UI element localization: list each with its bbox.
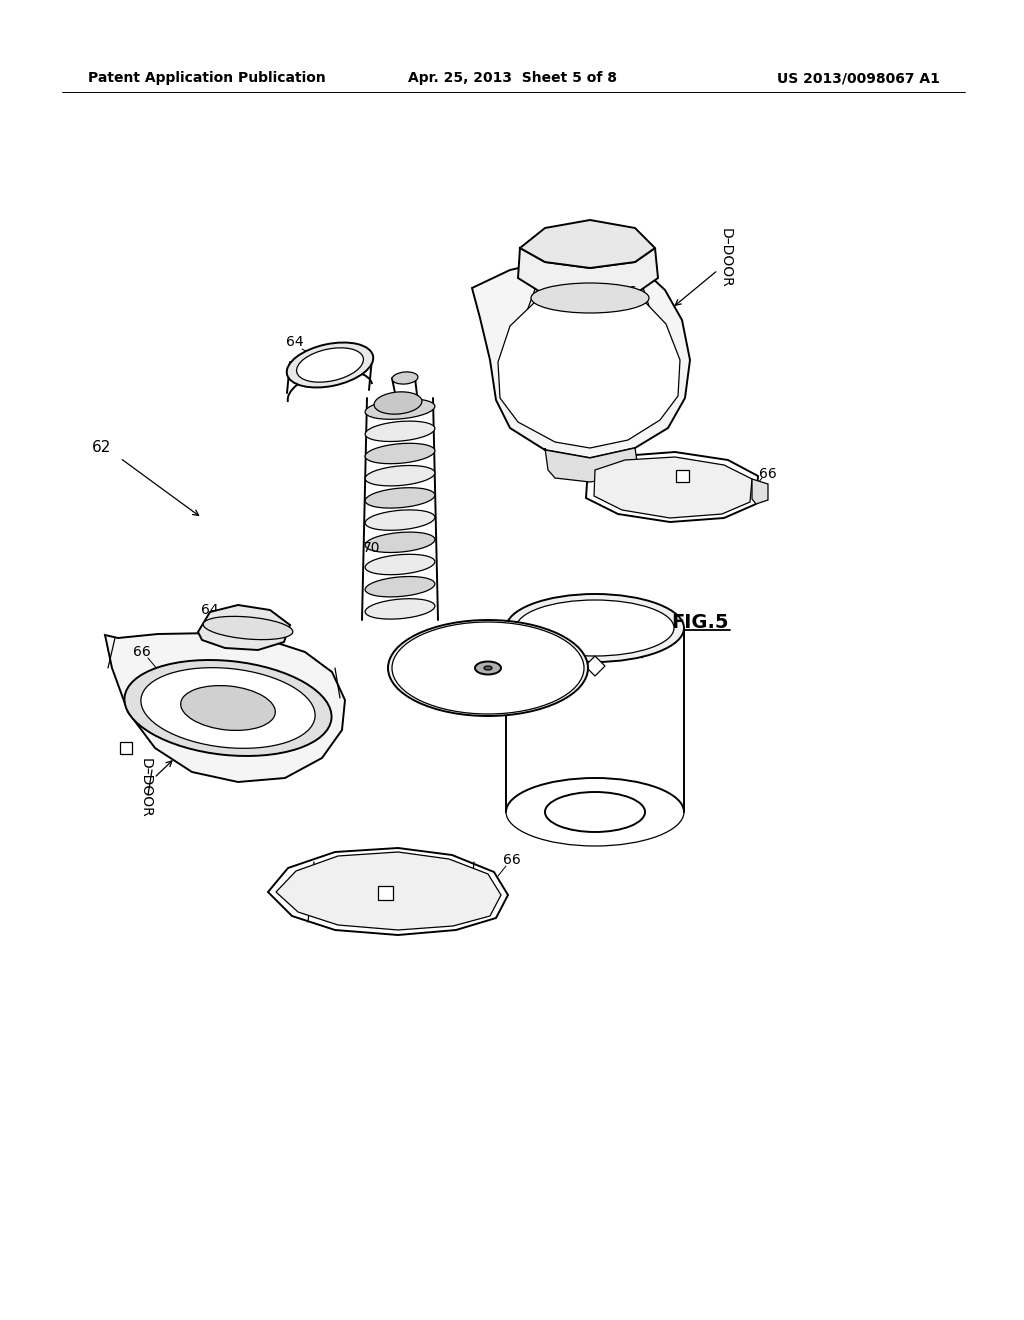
Ellipse shape bbox=[506, 594, 684, 663]
Ellipse shape bbox=[180, 685, 275, 730]
Polygon shape bbox=[268, 847, 508, 935]
Ellipse shape bbox=[203, 616, 293, 640]
Ellipse shape bbox=[366, 532, 435, 553]
Text: 66: 66 bbox=[620, 285, 637, 300]
Text: 64: 64 bbox=[201, 603, 219, 616]
Ellipse shape bbox=[484, 667, 492, 671]
Ellipse shape bbox=[366, 399, 435, 420]
Polygon shape bbox=[498, 294, 680, 447]
Polygon shape bbox=[276, 851, 501, 931]
Polygon shape bbox=[105, 634, 345, 781]
Ellipse shape bbox=[366, 421, 435, 441]
Text: 66: 66 bbox=[133, 645, 151, 659]
Polygon shape bbox=[520, 220, 655, 268]
Text: FIG.5: FIG.5 bbox=[672, 612, 729, 631]
Ellipse shape bbox=[125, 660, 332, 756]
Ellipse shape bbox=[531, 282, 649, 313]
Ellipse shape bbox=[366, 466, 435, 486]
Text: US 2013/0098067 A1: US 2013/0098067 A1 bbox=[777, 71, 940, 84]
Ellipse shape bbox=[287, 342, 374, 388]
Ellipse shape bbox=[366, 577, 435, 597]
Polygon shape bbox=[752, 479, 768, 504]
Text: Apr. 25, 2013  Sheet 5 of 8: Apr. 25, 2013 Sheet 5 of 8 bbox=[408, 71, 616, 84]
Ellipse shape bbox=[392, 622, 584, 714]
Polygon shape bbox=[594, 457, 752, 517]
Ellipse shape bbox=[388, 620, 588, 715]
Polygon shape bbox=[378, 886, 393, 900]
Text: 64: 64 bbox=[286, 335, 304, 348]
Polygon shape bbox=[472, 261, 690, 458]
Text: 64: 64 bbox=[540, 231, 557, 246]
Ellipse shape bbox=[366, 554, 435, 574]
Text: 62: 62 bbox=[92, 441, 112, 455]
Ellipse shape bbox=[516, 601, 674, 656]
Text: 70: 70 bbox=[364, 541, 381, 554]
Polygon shape bbox=[545, 447, 638, 482]
Text: D–DOOR: D–DOOR bbox=[139, 758, 153, 818]
Ellipse shape bbox=[545, 792, 645, 832]
Ellipse shape bbox=[392, 372, 418, 384]
Polygon shape bbox=[198, 605, 290, 649]
Ellipse shape bbox=[366, 444, 435, 463]
Text: Patent Application Publication: Patent Application Publication bbox=[88, 71, 326, 84]
Ellipse shape bbox=[366, 599, 435, 619]
Text: D–DOOR: D–DOOR bbox=[719, 228, 733, 288]
Polygon shape bbox=[585, 656, 605, 676]
Ellipse shape bbox=[374, 392, 422, 414]
Text: 66: 66 bbox=[759, 467, 777, 480]
Text: 66: 66 bbox=[649, 631, 667, 645]
Ellipse shape bbox=[366, 510, 435, 531]
Ellipse shape bbox=[141, 668, 315, 748]
Ellipse shape bbox=[297, 348, 364, 383]
Text: 66: 66 bbox=[503, 853, 521, 867]
Polygon shape bbox=[518, 248, 658, 298]
Text: 72: 72 bbox=[540, 631, 557, 645]
Polygon shape bbox=[676, 470, 689, 482]
Ellipse shape bbox=[366, 487, 435, 508]
Polygon shape bbox=[586, 451, 758, 521]
Ellipse shape bbox=[475, 661, 501, 675]
Polygon shape bbox=[120, 742, 132, 754]
